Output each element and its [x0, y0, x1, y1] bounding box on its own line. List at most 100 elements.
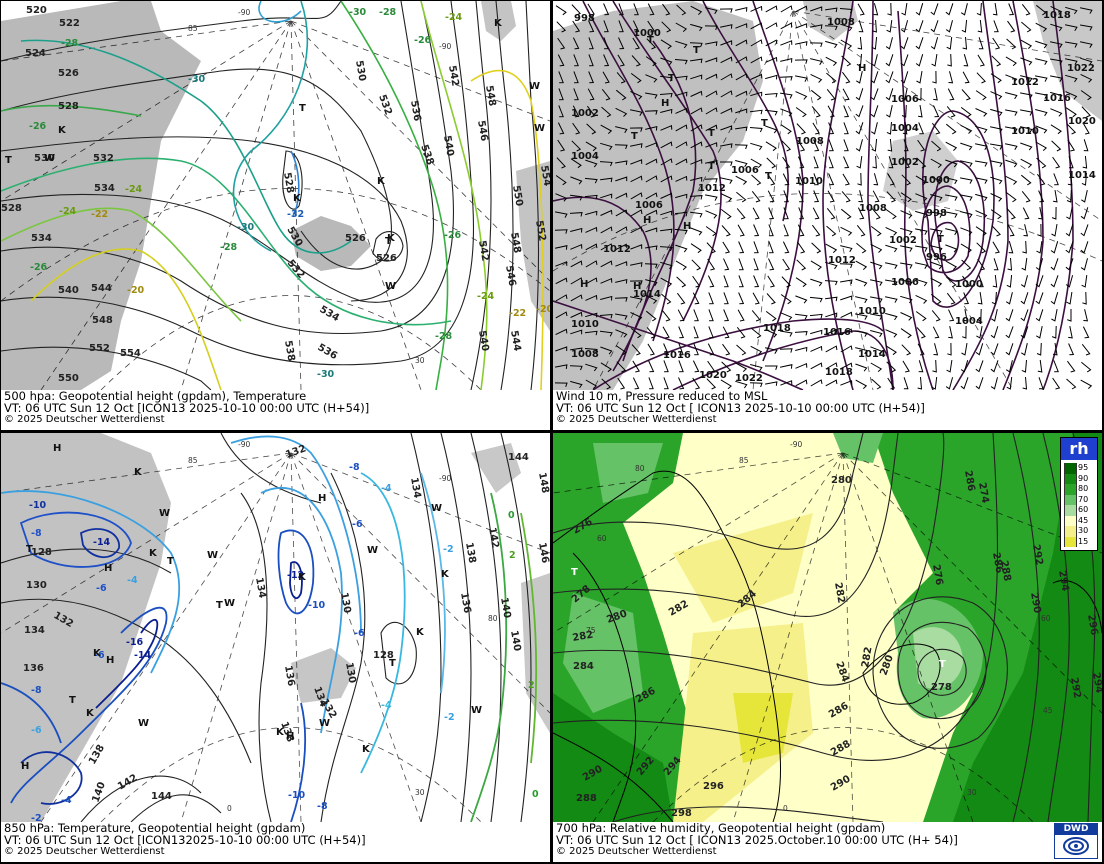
wind-barb	[600, 226, 613, 234]
wind-barb	[809, 313, 823, 319]
wind-barb	[797, 156, 805, 169]
wind-barb	[914, 262, 928, 269]
wind-barb	[840, 380, 853, 386]
rh-legend-label: 15	[1078, 536, 1089, 546]
svg-text:K: K	[293, 193, 302, 204]
wind-barb	[932, 70, 937, 84]
svg-text:K: K	[416, 627, 425, 638]
wind-barb	[992, 37, 1001, 50]
wind-barb	[1004, 143, 1018, 150]
wind-barb	[588, 54, 594, 67]
wind-barb	[795, 5, 808, 13]
wind-barb	[901, 104, 907, 118]
caption-700hpa: 700 hPa: Relative humidity, Geopotential…	[553, 822, 1102, 862]
wind-barb	[857, 36, 863, 50]
wind-barb	[720, 90, 733, 98]
wind-barb	[872, 190, 880, 203]
wind-barb	[810, 89, 822, 101]
wind-barb	[631, 344, 641, 356]
svg-text:144: 144	[508, 452, 529, 463]
wind-barb	[978, 275, 984, 288]
wind-barb	[765, 22, 778, 30]
svg-text:1016: 1016	[663, 350, 691, 361]
svg-text:136: 136	[23, 663, 44, 674]
wind-barb	[1080, 73, 1093, 83]
svg-text:1022: 1022	[735, 373, 763, 384]
wind-barb	[931, 310, 941, 322]
svg-text:130: 130	[343, 662, 357, 685]
wind-barb	[585, 260, 598, 268]
svg-text:-6: -6	[96, 583, 107, 594]
wind-barb	[1053, 173, 1059, 186]
wind-barb	[600, 124, 613, 134]
wind-barb	[1066, 378, 1077, 390]
wind-barb	[870, 296, 883, 303]
caption-700hpa-title: 700 hPa: Relative humidity, Geopotential…	[556, 821, 886, 835]
wind-barb	[749, 109, 763, 115]
wind-barb	[1035, 258, 1044, 271]
wind-barb	[825, 362, 838, 370]
svg-text:30: 30	[415, 356, 425, 365]
svg-text:138: 138	[463, 542, 477, 565]
wind-barb	[825, 296, 838, 302]
wind-barb	[645, 294, 658, 304]
wind-barb	[1050, 108, 1063, 117]
wind-barb	[825, 328, 838, 335]
svg-text:K: K	[441, 569, 450, 580]
wind-barb	[780, 108, 793, 117]
wind-barb	[902, 156, 910, 169]
wind-barb	[1022, 376, 1028, 390]
wind-barb	[1037, 223, 1042, 237]
dwd-swirl-icon	[1063, 837, 1090, 855]
wind-barb	[585, 243, 598, 251]
wind-barb	[795, 75, 808, 82]
wind-barb	[750, 158, 763, 168]
wind-barb	[648, 377, 654, 390]
wind-barb	[602, 71, 610, 84]
wind-barb	[782, 258, 791, 271]
wind-barb	[1050, 292, 1059, 305]
wind-barb	[930, 37, 939, 50]
svg-text:288: 288	[576, 793, 597, 804]
wind-barb	[962, 36, 968, 50]
wind-barb	[737, 309, 745, 322]
wind-barb	[1020, 309, 1029, 322]
wind-barb	[630, 226, 643, 234]
wind-barb	[1068, 156, 1074, 169]
wind-barb	[780, 22, 793, 30]
wind-barb	[945, 194, 958, 201]
wind-barb	[1083, 309, 1089, 322]
wind-barb	[618, 20, 624, 33]
wind-barb	[558, 71, 564, 84]
wind-barb	[768, 207, 775, 220]
wind-barb	[646, 38, 657, 50]
svg-text:0: 0	[783, 804, 788, 813]
wind-barb	[1081, 275, 1088, 288]
svg-text:1022: 1022	[1067, 63, 1095, 74]
wind-barb	[857, 3, 865, 16]
svg-text:1000: 1000	[633, 28, 661, 39]
wind-barb	[993, 20, 999, 33]
wind-barb	[990, 73, 1002, 84]
wind-barb	[720, 161, 733, 166]
wind-barb	[705, 107, 718, 115]
svg-text:290: 290	[1028, 592, 1042, 615]
rh-legend-row: 90	[1061, 473, 1097, 484]
wind-barb	[1036, 326, 1043, 339]
wind-barb	[630, 312, 643, 321]
wind-barb	[645, 74, 658, 83]
wind-barb	[900, 245, 913, 252]
label-528: 528	[58, 101, 79, 112]
wind-barb	[615, 126, 628, 134]
wind-barb	[723, 292, 729, 305]
caption-850hpa-vt: VT: 06 UTC Sun 12 Oct [ICON132025-10-10 …	[4, 833, 366, 847]
wind-barb	[843, 156, 850, 169]
wind-barb	[917, 343, 925, 356]
map-500hpa: 520 522 524 526 528 530 532 534 530 532 …	[1, 1, 550, 390]
svg-text:85: 85	[188, 456, 198, 465]
svg-text:554: 554	[538, 165, 550, 188]
wind-barb	[870, 71, 879, 84]
wind-barb	[945, 3, 954, 16]
wind-barb	[1081, 189, 1088, 203]
wind-barb	[990, 209, 1002, 220]
